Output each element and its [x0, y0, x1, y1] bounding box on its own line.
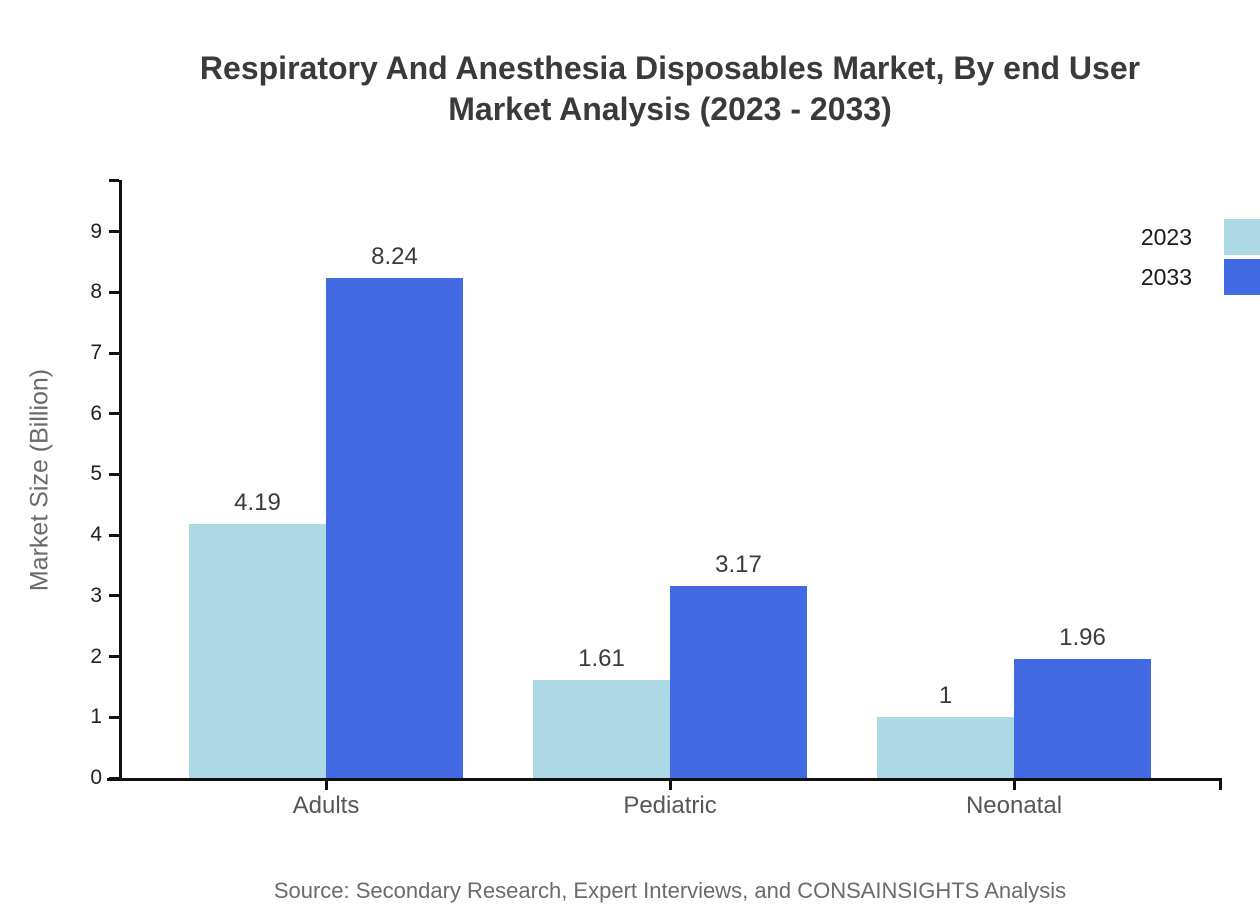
x-tick: [324, 778, 328, 790]
y-tick: [109, 655, 119, 659]
y-tick-label: 3: [90, 583, 102, 607]
y-tick-label: 2: [90, 644, 102, 668]
y-tick: [109, 533, 119, 537]
y-tick-label: 5: [90, 462, 102, 486]
y-tick-label: 8: [90, 280, 102, 304]
chart-title: Respiratory And Anesthesia Disposables M…: [199, 50, 1141, 127]
bar-value-label: 3.17: [715, 550, 762, 578]
legend-row-2023: 2023: [1102, 219, 1260, 255]
category-label: Pediatric: [623, 792, 717, 819]
y-tick: [109, 230, 119, 234]
legend: 2023 2033: [1102, 219, 1260, 295]
x-tick: [668, 778, 672, 790]
legend-swatch: [1224, 219, 1260, 255]
bar-value-label: 1.96: [1059, 624, 1106, 652]
y-tick-label: 6: [90, 401, 102, 425]
y-tick-label: 4: [90, 523, 102, 547]
bar-2033-adults: [326, 277, 463, 778]
x-tick: [1012, 778, 1016, 790]
bar-value-label: 8.24: [371, 242, 418, 270]
y-tick: [109, 594, 119, 598]
legend-swatch: [1224, 259, 1260, 295]
bar-2023-pediatric: [533, 680, 670, 778]
category-label: Adults: [292, 792, 360, 819]
y-axis-end-tick: [109, 178, 119, 182]
bar-value-label: 1: [938, 682, 953, 710]
bar-value-label: 4.19: [234, 488, 281, 516]
x-axis-left-tick: [107, 778, 122, 781]
y-tick-label: 7: [90, 341, 102, 365]
y-tick-label: 9: [90, 219, 102, 243]
y-tick: [109, 290, 119, 294]
y-tick: [109, 351, 119, 355]
y-tick-label: 1: [90, 705, 102, 729]
bar-2023-neonatal: [877, 717, 1014, 778]
legend-row-2033: 2033: [1102, 259, 1260, 295]
category-label: Neonatal: [965, 792, 1063, 819]
y-tick: [109, 715, 119, 719]
bar-2033-neonatal: [1014, 659, 1151, 778]
y-axis-label: Market Size (Billion): [25, 368, 54, 592]
legend-label: 2033: [1140, 263, 1192, 290]
y-tick: [109, 412, 119, 416]
y-tick-label: 0: [90, 766, 102, 789]
y-tick: [109, 472, 119, 476]
bar-2023-adults: [189, 523, 326, 778]
bar-2033-pediatric: [670, 585, 807, 778]
plot-area: 0 1 2 3 4 5 6 7 8 9 Adults 4.19 8.24 Pediatric 1.61 3.1…: [90, 178, 1222, 819]
bar-value-label: 1.61: [578, 645, 625, 673]
x-axis-end-tick: [1219, 778, 1222, 790]
source-note: Source: Secondary Research, Expert Inter…: [273, 878, 1067, 903]
legend-label: 2023: [1140, 223, 1192, 250]
